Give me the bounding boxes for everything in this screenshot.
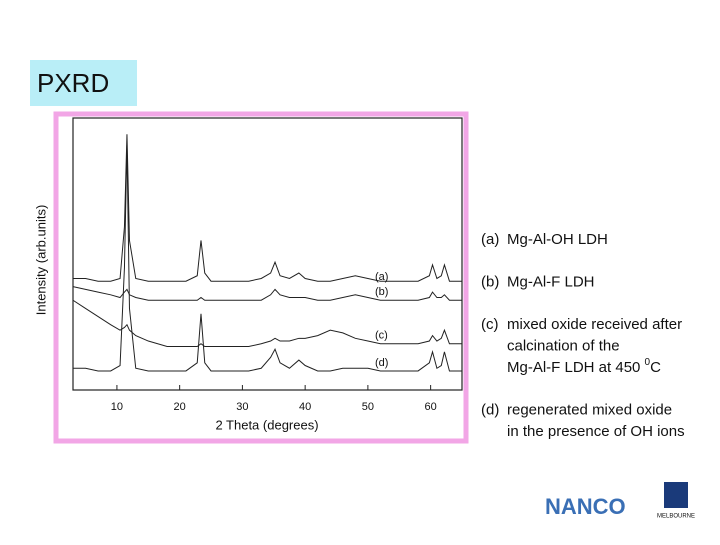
series-label: (c) [375,330,388,342]
logo-melbourne: MELBOURNE [657,514,695,520]
note-line: regenerated mixed oxide [507,401,672,418]
slide-title: PXRD [37,68,109,98]
note-line: mixed oxide received after [507,316,682,333]
logo-crest [664,482,688,508]
x-tick-label: 60 [425,401,437,413]
note-label: (b) [481,273,499,290]
x-tick-label: 50 [362,401,374,413]
x-tick-label: 30 [236,401,248,413]
note-after: C [650,359,661,376]
note-line: Mg-Al-OH LDH [507,231,608,248]
note-label: (a) [481,231,499,248]
xrd-line [73,134,462,282]
note-line: in the presence of OH ions [507,423,685,440]
x-tick-label: 20 [174,401,186,413]
title-box [30,60,137,106]
x-tick-label: 10 [111,401,123,413]
x-axis-label: 2 Theta (degrees) [215,417,318,432]
note-line: Mg-Al-F LDH [507,273,595,290]
note-sup: 0 [645,357,651,368]
y-axis-label: Intensity (arb.units) [33,205,48,316]
series-label: (d) [375,357,388,369]
plot-frame [72,117,463,391]
xrd-line [73,145,462,372]
series-label: (a) [375,271,388,283]
logo-nanco: NANCO [545,494,626,519]
note-label: (c) [481,316,499,333]
figure-border [53,111,469,444]
x-tick-label: 40 [299,401,311,413]
note-label: (d) [481,401,499,418]
xrd-line [72,299,462,347]
series-label: (b) [375,286,388,298]
note-line: calcination of the [507,337,620,354]
xrd-line [72,286,462,301]
note-line: Mg-Al-F LDH at 450 0C [507,357,661,376]
note-text: Mg-Al-F LDH at 450 [507,359,645,376]
